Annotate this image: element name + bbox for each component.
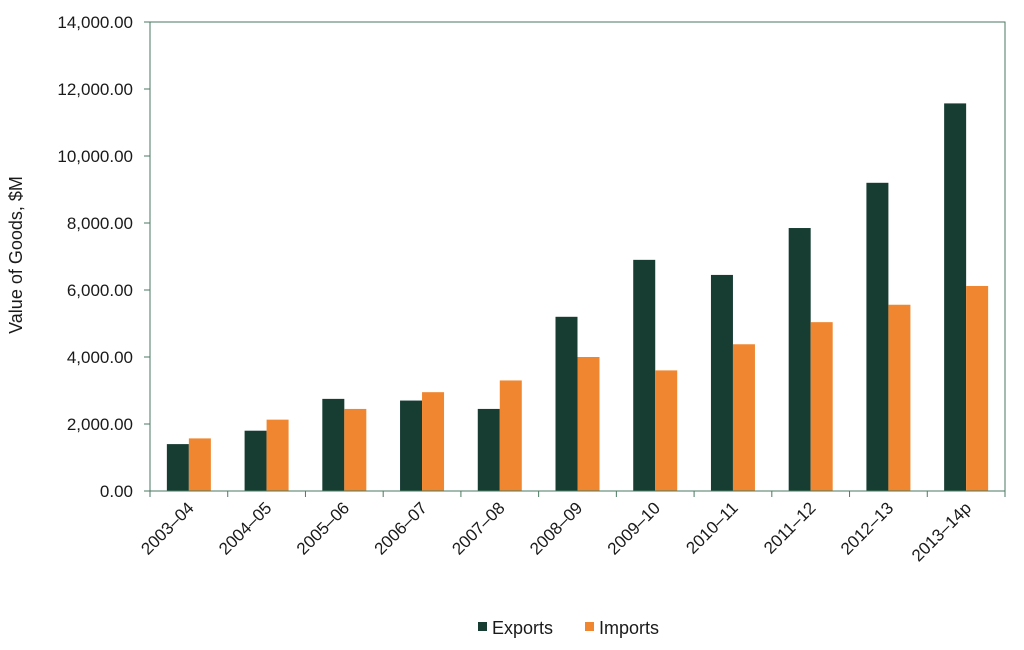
legend-swatch — [585, 622, 594, 631]
bar-exports — [866, 182, 889, 492]
x-tick-label: 2003–04 — [137, 498, 197, 558]
bar-exports — [788, 228, 811, 491]
plot-area — [149, 21, 1006, 492]
bar-exports — [944, 103, 967, 491]
bar-imports — [344, 408, 367, 491]
y-tick-label: 10,000.00 — [57, 147, 133, 166]
bar-imports — [810, 322, 833, 491]
bar-imports — [577, 357, 600, 491]
y-tick-label: 6,000.00 — [67, 281, 133, 300]
y-tick-label: 0.00 — [100, 482, 133, 501]
legend-label: Imports — [599, 618, 659, 638]
legend-label: Exports — [492, 618, 553, 638]
legend: Exports Imports — [478, 618, 659, 638]
x-tick-label: 2005–06 — [293, 498, 353, 558]
bars — [166, 103, 989, 492]
bar-exports — [166, 444, 189, 491]
x-tick-label: 2011–12 — [760, 498, 819, 557]
bar-imports — [266, 419, 289, 491]
bar-imports — [188, 438, 211, 491]
bar-exports — [244, 430, 267, 491]
x-tick-label: 2007–08 — [448, 498, 508, 558]
x-tick-label: 2009–10 — [604, 498, 664, 558]
bar-exports — [555, 316, 578, 491]
y-tick-label: 2,000.00 — [67, 415, 133, 434]
legend-swatch — [478, 622, 487, 631]
x-tick-label: 2008–09 — [526, 498, 586, 558]
bar-imports — [888, 304, 911, 491]
x-tick-label: 2010–11 — [682, 498, 741, 557]
x-axis: 2003–04 2004–05 2005–06 2006–07 2007–08 2008–… — [137, 491, 1006, 565]
y-axis-title: Value of Goods, $M — [6, 176, 26, 334]
bar-exports — [710, 274, 733, 491]
x-tick-label: 2012–13 — [837, 498, 897, 558]
y-tick-label: 14,000.00 — [57, 13, 133, 32]
y-tick-label: 4,000.00 — [67, 348, 133, 367]
bar-exports — [477, 408, 500, 491]
bar-exports — [400, 400, 423, 491]
y-tick-label: 12,000.00 — [57, 80, 133, 99]
bar-imports — [422, 392, 445, 491]
x-tick-label: 2013–14p — [908, 498, 975, 565]
y-tick-label: 8,000.00 — [67, 214, 133, 233]
bar-imports — [732, 344, 755, 491]
bar-imports — [966, 285, 989, 491]
bar-exports — [322, 398, 345, 491]
x-tick-label: 2004–05 — [215, 498, 275, 558]
bar-imports — [655, 370, 678, 491]
y-axis: 0.00 2,000.00 4,000.00 6,000.00 8,000.00 10,0… — [57, 13, 150, 501]
bar-imports — [499, 380, 522, 491]
x-tick-label: 2006–07 — [371, 498, 431, 558]
bar-exports — [633, 259, 656, 491]
